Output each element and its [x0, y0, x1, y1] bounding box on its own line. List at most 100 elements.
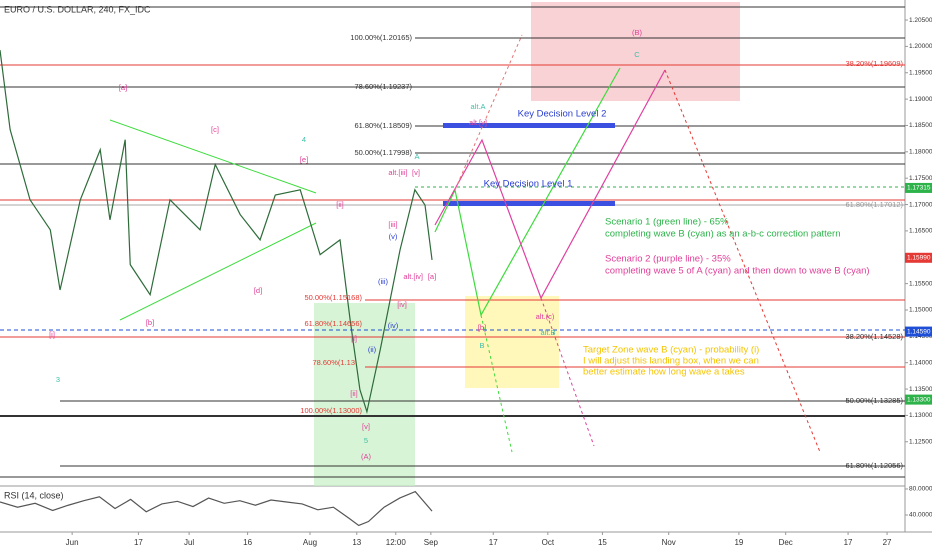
annotation: [d] — [254, 286, 262, 295]
annotation: I will adjust this landing box, when we … — [583, 356, 759, 367]
price-label: 1.17315 — [907, 185, 931, 192]
y-tick-label: 1.19500 — [909, 69, 932, 76]
y-tick-label: 1.18500 — [909, 122, 932, 129]
annotation: [i] — [49, 330, 55, 339]
annotation: 50.00%(1.13285) — [845, 396, 903, 405]
price-label: 1.15990 — [907, 255, 931, 262]
annotation: A — [414, 152, 419, 161]
annotation: 100.00%(1.13000) — [300, 406, 362, 415]
annotation: completing wave B (cyan) as an a-b-c cor… — [605, 229, 841, 240]
annotation: [e] — [300, 155, 308, 164]
chart-title: EURO / U.S. DOLLAR, 240, FX_IDC — [4, 4, 151, 14]
y-tick-label: 40.0000 — [909, 512, 932, 519]
key-level-2-bar — [443, 123, 615, 128]
annotation: Target Zone wave B (cyan) - probability … — [583, 345, 759, 356]
annotation: 100.00%(1.20165) — [350, 33, 412, 42]
annotation: completing wave 5 of A (cyan) and then d… — [605, 266, 870, 277]
dashed-projection — [540, 297, 595, 447]
annotation: [a] — [119, 83, 127, 92]
annotation: (iii) — [378, 277, 388, 286]
price-label: 1.14590 — [907, 328, 931, 335]
annotation: (A) — [361, 452, 372, 461]
annotation: alt.[iv] — [403, 272, 423, 281]
x-tick-label: 17 — [844, 538, 853, 547]
x-tick-label: 12:00 — [386, 538, 407, 547]
annotation: 61.80%(1.12056) — [845, 461, 903, 470]
annotation: 38.20%(1.19609) — [845, 59, 903, 68]
price-label-box — [905, 182, 932, 193]
annotation: [i] — [351, 334, 357, 343]
y-tick-label: 1.19000 — [909, 96, 932, 103]
annotation: [ii] — [336, 200, 344, 209]
x-tick-label: 13 — [352, 538, 361, 547]
y-tick-label: 1.14000 — [909, 359, 932, 366]
price-label-box — [905, 252, 932, 263]
annotation: 4 — [302, 135, 306, 144]
annotation: 38.20%(1.14528) — [845, 332, 903, 341]
x-tick-label: 17 — [489, 538, 498, 547]
annotation: [v] — [362, 422, 370, 431]
x-tick-label: 17 — [134, 538, 143, 547]
annotation: [iii] — [388, 220, 397, 229]
price-label-box — [905, 326, 932, 337]
annotation: [ii] — [350, 389, 358, 398]
annotation: [a] — [428, 272, 436, 281]
annotation: Key Decision Level 2 — [518, 109, 607, 120]
annotation: 5 — [364, 436, 368, 445]
annotation: [c] — [211, 125, 219, 134]
annotation: [iv] — [397, 300, 407, 309]
annotation: 50.00%(1.15168) — [304, 293, 362, 302]
y-tick-label: 1.16500 — [909, 228, 932, 235]
annotation: Key Decision Level 1 — [484, 179, 573, 190]
y-tick-label: 1.17500 — [909, 175, 932, 182]
x-tick-label: Jun — [66, 538, 79, 547]
annotation: (v) — [389, 232, 398, 241]
annotation: [b] — [478, 323, 486, 332]
y-tick-label: 80.0000 — [909, 486, 932, 493]
rsi-title: RSI (14, close) — [4, 490, 64, 500]
annotation: (iv) — [388, 321, 399, 330]
target-zone-red — [531, 2, 740, 101]
annotation: B — [479, 341, 484, 350]
wave-zone-green — [314, 303, 415, 486]
annotation: alt.A — [470, 102, 485, 111]
x-tick-label: 27 — [883, 538, 892, 547]
annotation: Scenario 2 (purple line) - 35% — [605, 254, 731, 265]
x-tick-label: Oct — [542, 538, 555, 547]
x-tick-label: Dec — [779, 538, 793, 547]
y-tick-label: 1.20000 — [909, 43, 932, 50]
y-tick-label: 1.13500 — [909, 386, 932, 393]
x-tick-label: Nov — [662, 538, 676, 547]
price-label-box — [905, 394, 932, 405]
price-line — [0, 50, 433, 415]
y-tick-label: 1.20500 — [909, 17, 932, 24]
y-tick-label: 1.13000 — [909, 412, 932, 419]
triangle-upper — [109, 119, 317, 194]
price-line — [0, 490, 433, 527]
annotation: alt.[iii] — [388, 168, 407, 177]
annotation: alt.[v] — [469, 118, 487, 127]
y-tick-label: 1.17000 — [909, 201, 932, 208]
annotation: [b] — [146, 318, 154, 327]
levels — [0, 6, 905, 478]
scenario-1-path — [434, 67, 621, 317]
annotation: (ii) — [368, 345, 377, 354]
annotation: [v] — [412, 168, 420, 177]
x-tick-label: 16 — [243, 538, 252, 547]
price-label: 1.13300 — [907, 396, 931, 403]
dashed-projection — [664, 69, 821, 453]
annotation: Scenario 1 (green line) - 65% — [605, 217, 729, 228]
x-tick-label: 15 — [598, 538, 607, 547]
dashed-projection — [454, 34, 523, 191]
x-tick-label: Jul — [184, 538, 194, 547]
annotation: 61.80%(1.17012) — [845, 200, 903, 209]
y-tick-label: 1.15500 — [909, 280, 932, 287]
y-tick-label: 1.15000 — [909, 307, 932, 314]
y-tick-label: 1.18000 — [909, 149, 932, 156]
x-tick-label: 19 — [734, 538, 743, 547]
annotation: alt.(c) — [536, 312, 555, 321]
annotation: 61.80%(1.14656) — [304, 319, 362, 328]
x-tick-label: Sep — [424, 538, 439, 547]
